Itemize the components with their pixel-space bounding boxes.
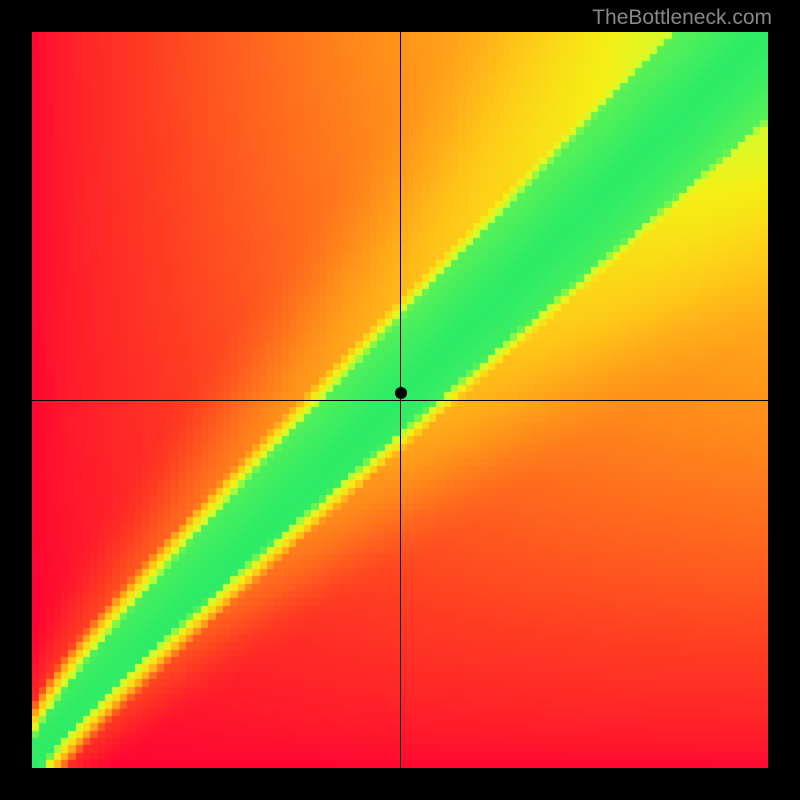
- watermark-text: TheBottleneck.com: [592, 6, 772, 30]
- heatmap-chart: [32, 32, 768, 768]
- data-point-marker: [395, 387, 407, 399]
- crosshair-horizontal: [32, 400, 768, 402]
